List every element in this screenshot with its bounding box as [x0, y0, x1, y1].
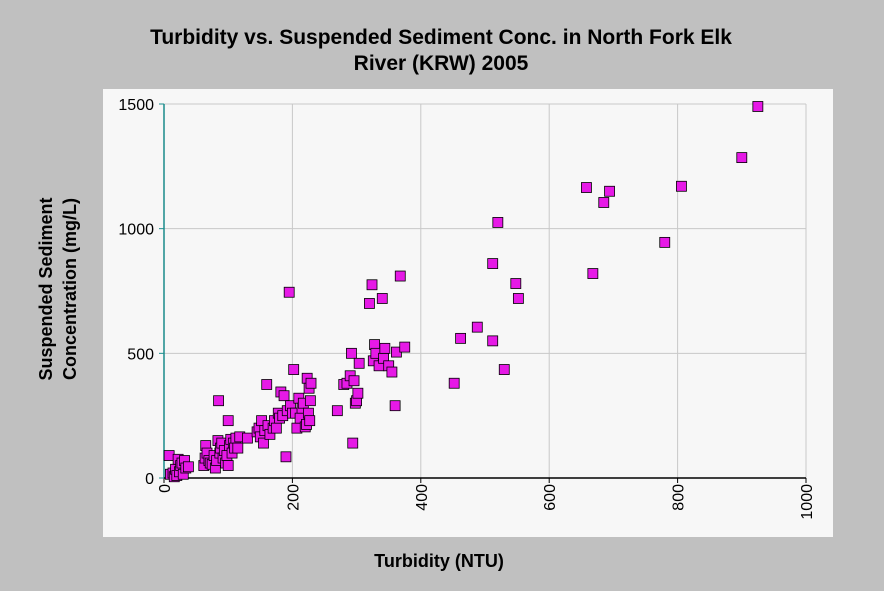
x-tick-label: 800 [671, 484, 688, 511]
data-point [455, 332, 467, 344]
data-point [736, 152, 748, 164]
data-point [280, 451, 292, 463]
data-point [348, 375, 360, 387]
data-point [163, 450, 175, 461]
data-point [366, 279, 378, 291]
data-point [399, 341, 411, 353]
data-point [288, 364, 300, 375]
data-point [471, 321, 483, 333]
data-point [598, 197, 610, 208]
data-point [376, 293, 388, 304]
chart-title-line-2: River (KRW) 2005 [354, 52, 529, 75]
gridlines [164, 103, 807, 478]
x-tick-label: 1000 [799, 484, 816, 520]
data-point [581, 182, 592, 193]
data-point [510, 278, 522, 289]
data-point [331, 405, 343, 417]
data-point [379, 342, 391, 354]
data-point [258, 437, 269, 449]
x-tick-label: 200 [285, 484, 302, 511]
y-axis-label-line-1: Suspended Sediment [36, 197, 56, 380]
data-point [222, 460, 234, 471]
data-point [278, 390, 290, 402]
data-point [242, 432, 253, 444]
y-tick-label: 1000 [118, 222, 154, 239]
y-axis-label-line-2: Concentration (mg/L) [60, 198, 80, 380]
x-tick-label: 400 [414, 484, 431, 511]
data-point [305, 377, 317, 389]
data-point [512, 293, 524, 304]
data-point [364, 298, 375, 309]
y-tick-label: 0 [145, 471, 154, 488]
data-point [353, 357, 365, 369]
data-point [222, 415, 234, 427]
data-point [448, 377, 460, 389]
x-axis-label: Turbidity (NTU) [374, 551, 504, 571]
data-point [232, 442, 244, 454]
y-tick-label: 500 [127, 346, 154, 363]
data-point [346, 347, 357, 359]
data-point [492, 217, 504, 228]
data-point [676, 180, 687, 192]
data-point [752, 101, 764, 112]
x-tick-label: 0 [157, 484, 174, 493]
data-point [261, 379, 273, 390]
x-tick-label: 600 [542, 484, 559, 511]
data-point [270, 422, 282, 434]
data-points [163, 101, 764, 483]
data-point [604, 185, 615, 197]
data-point [659, 236, 671, 248]
data-point [283, 286, 295, 298]
data-point [498, 364, 510, 375]
data-point [487, 335, 499, 347]
chart-title-line-1: Turbidity vs. Suspended Sediment Conc. i… [150, 26, 732, 49]
y-tick-label: 1500 [118, 97, 154, 114]
data-point [386, 366, 398, 378]
data-point [587, 268, 599, 279]
axes [159, 103, 807, 483]
data-point [304, 415, 316, 427]
data-point [352, 387, 364, 399]
tick-labels: 0 200 400 600 800 1000 0 500 1000 1500 [118, 97, 816, 520]
data-point [304, 395, 316, 407]
data-point [182, 461, 194, 473]
data-point [487, 258, 499, 269]
data-point [389, 400, 401, 412]
data-point [213, 395, 224, 407]
data-point [394, 270, 406, 282]
data-point [347, 437, 359, 449]
